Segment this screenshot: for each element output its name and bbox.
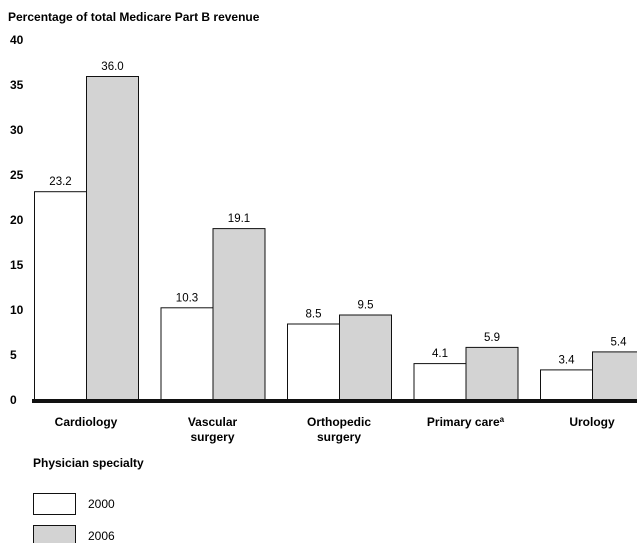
legend-swatch-2000	[34, 494, 76, 515]
bar-2006-3	[466, 347, 518, 400]
bar-value-label: 36.0	[101, 61, 123, 73]
y-tick-label: 35	[10, 78, 24, 92]
bar-2006-4	[593, 352, 637, 401]
y-tick-label: 5	[10, 348, 17, 362]
category-label: Urology	[569, 415, 615, 429]
legend-label: 2006	[88, 529, 115, 543]
bars	[35, 77, 637, 401]
bar-2000-1	[161, 308, 213, 401]
category-label: Primary carea	[427, 415, 505, 430]
category-label: Cardiology	[55, 415, 118, 429]
bar-value-label: 5.4	[611, 336, 628, 348]
bar-2000-2	[288, 324, 340, 401]
y-tick-label: 40	[10, 33, 24, 47]
bar-2000-0	[35, 192, 87, 401]
x-axis	[32, 399, 637, 403]
x-axis-line	[32, 399, 637, 403]
bar-value-label: 4.1	[432, 348, 448, 360]
bar-2000-4	[541, 370, 593, 401]
y-tick-label: 30	[10, 123, 24, 137]
footnote-marker: a	[500, 415, 505, 424]
bar-2000-3	[414, 364, 466, 401]
y-tick-label: 25	[10, 168, 24, 182]
y-tick-label: 10	[10, 303, 24, 317]
bar-value-label: 23.2	[49, 176, 71, 188]
bar-value-label: 19.1	[228, 213, 250, 225]
y-tick-label: 20	[10, 213, 24, 227]
bar-2006-0	[87, 77, 139, 401]
y-axis-ticks: 0 5 10 15 20 25 30 35 40	[10, 33, 24, 407]
bar-2006-1	[213, 229, 265, 401]
bar-value-label: 9.5	[358, 300, 374, 312]
bar-value-label: 10.3	[176, 292, 198, 304]
legend-label: 2000	[88, 497, 115, 511]
x-axis-title: Physician specialty	[33, 456, 144, 470]
y-tick-label: 15	[10, 258, 24, 272]
legend-swatch-2006	[34, 526, 76, 544]
legend: 2000 2006	[34, 494, 116, 544]
bar-value-label: 3.4	[559, 354, 576, 366]
bar-2006-2	[340, 315, 392, 401]
bar-value-label: 5.9	[484, 332, 500, 344]
bar-value-label: 8.5	[306, 309, 322, 321]
y-tick-label: 0	[10, 393, 17, 407]
y-axis-title: Percentage of total Medicare Part B reve…	[8, 10, 260, 24]
